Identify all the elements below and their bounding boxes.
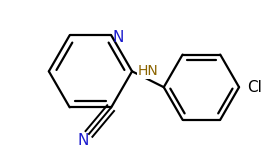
Text: HN: HN <box>138 64 158 78</box>
Text: N: N <box>113 30 124 45</box>
Text: Cl: Cl <box>247 80 262 95</box>
Text: N: N <box>78 133 89 148</box>
